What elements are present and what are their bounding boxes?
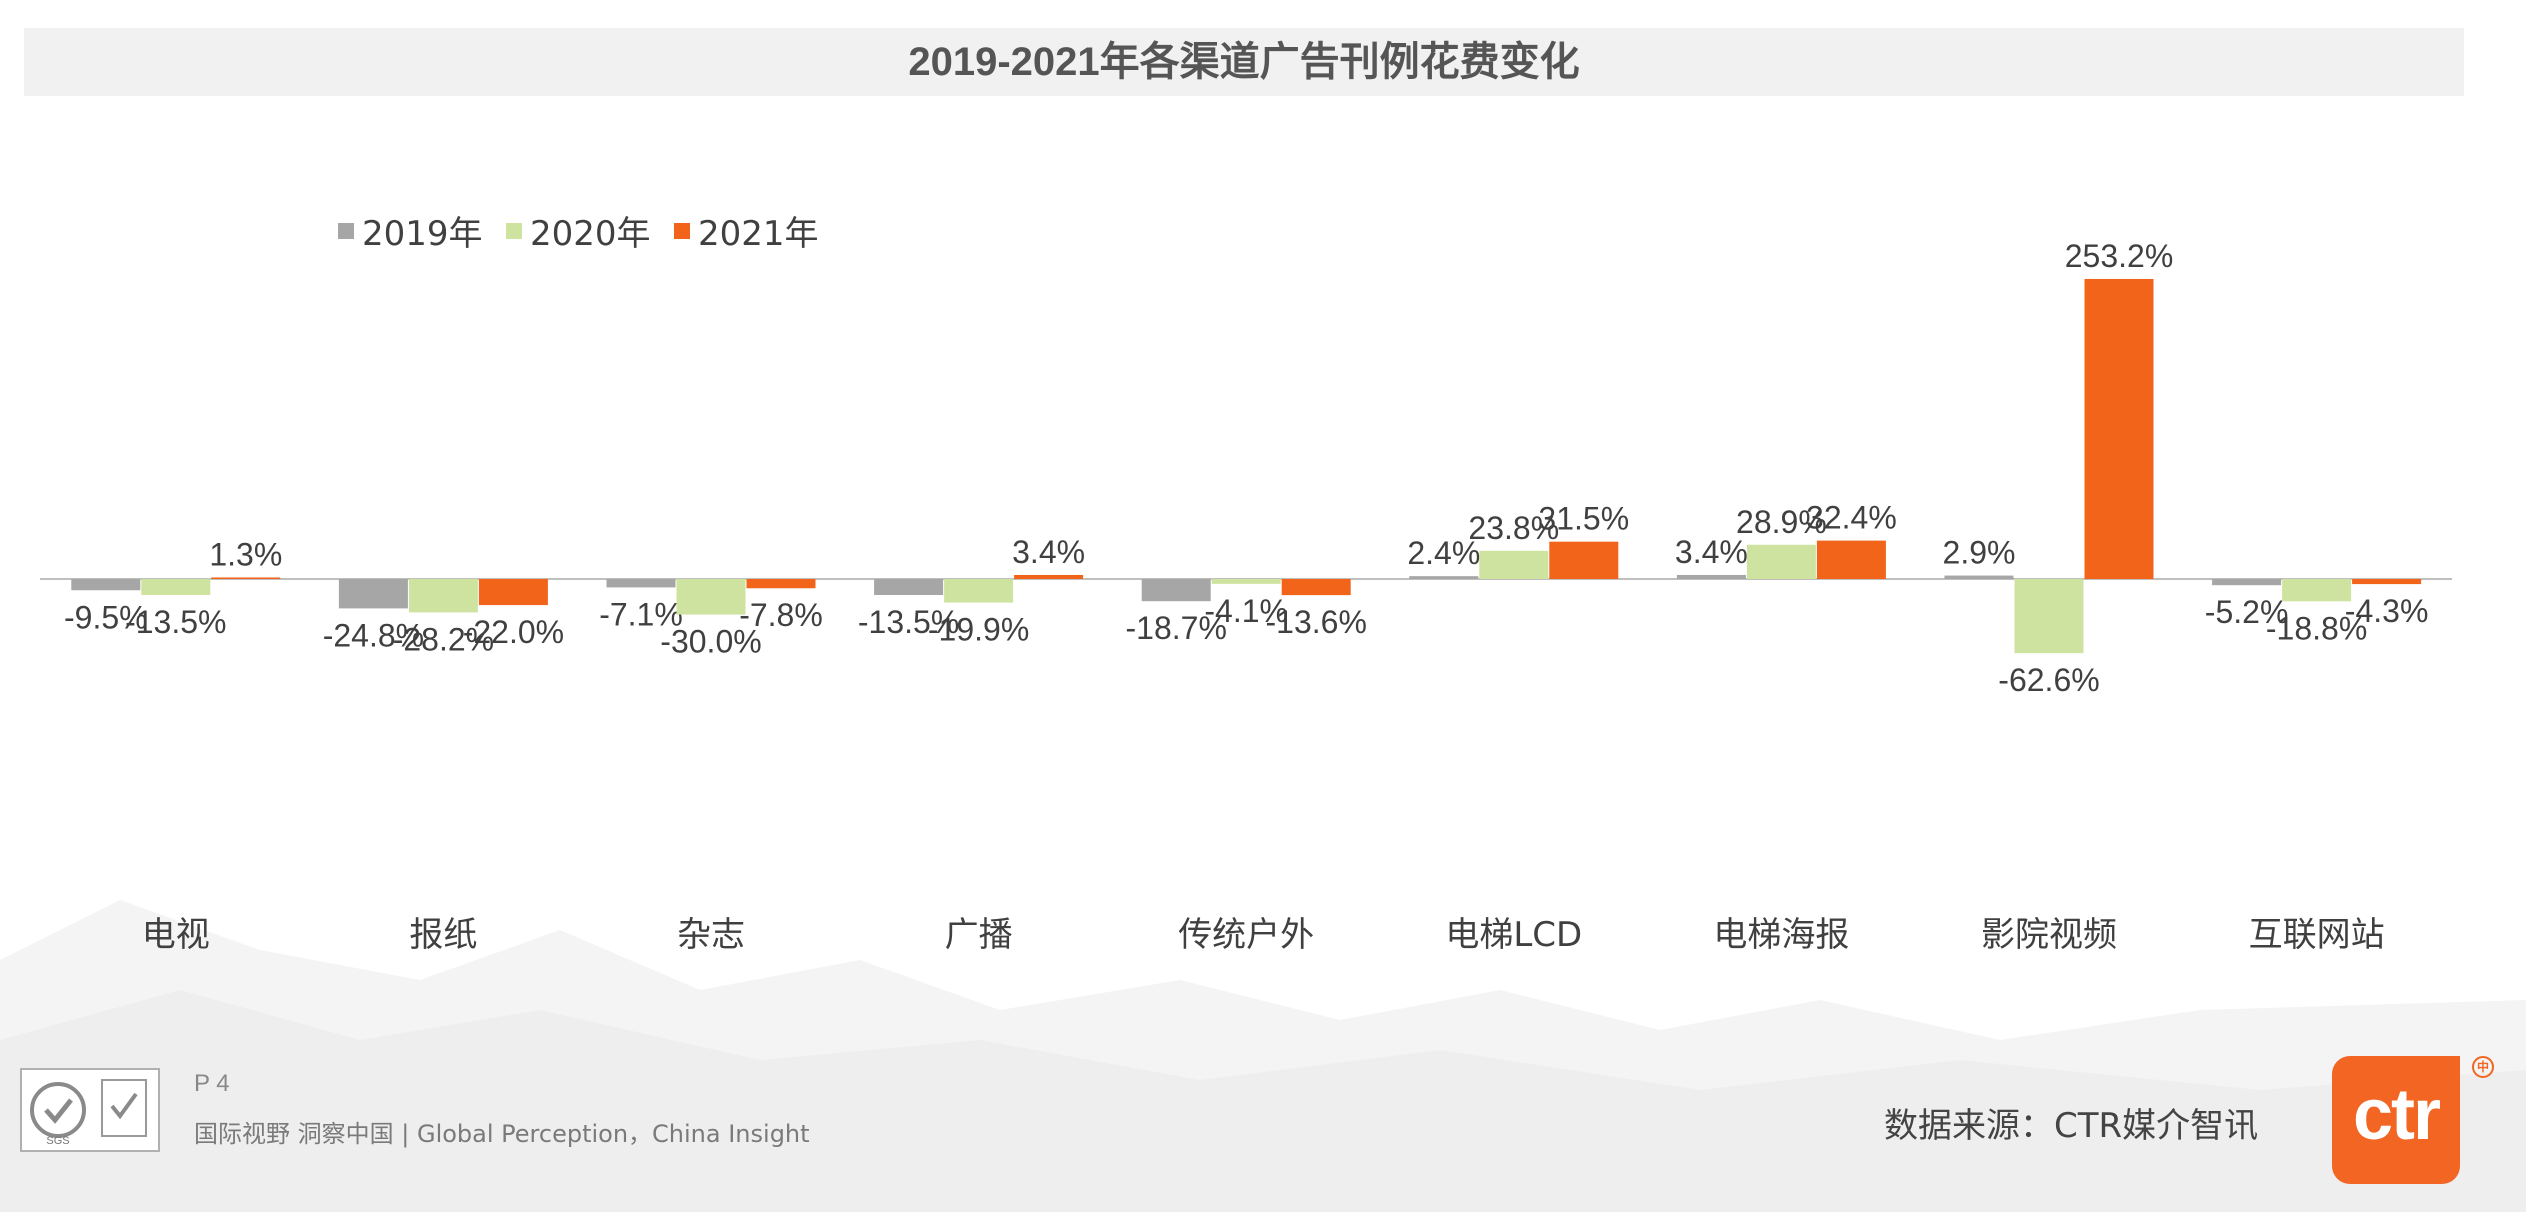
data-label: 31.5% [1538,501,1629,537]
certification-logo: SGS [20,1068,160,1152]
category-label: 电梯LCD [1445,915,1582,955]
bar-2-2 [676,579,746,615]
data-label: -24.8% [323,617,424,653]
bar-3-5 [1549,541,1619,579]
data-source: 数据来源：CTR媒介智讯 [1884,1106,2259,1146]
data-label: -9.5% [64,599,148,635]
title-band: 2019-2021年各渠道广告刊例花费变化 [24,28,2464,96]
bar-3-1 [478,579,548,606]
data-label: -18.8% [2266,610,2367,646]
bar-1-3 [874,579,944,595]
bar-1-1 [338,579,408,609]
legend-entry: 2021年 [698,214,819,254]
legend-swatch [338,223,354,239]
legend-entry: 2020年 [530,214,651,254]
data-label: 28.9% [1736,504,1827,540]
bar-3-6 [1816,540,1886,579]
data-label: -30.0% [660,624,761,660]
bar-1-8 [2212,579,2282,586]
bar-2-3 [944,579,1014,603]
ctr-logo: ctr [2332,1056,2460,1184]
category-label: 报纸 [409,915,477,955]
data-label: 3.4% [1675,534,1748,570]
data-label: -13.6% [1266,604,1367,640]
data-label: -7.1% [599,596,683,632]
category-label: 传统户外 [1178,915,1314,955]
legend-entry: 2019年 [362,214,483,254]
data-label: -22.0% [463,614,564,650]
bar-1-2 [606,579,676,588]
bar-2-7 [2014,579,2084,654]
data-label: -5.2% [2205,594,2289,630]
data-label: 3.4% [1012,534,1085,570]
bar-3-0 [211,577,281,579]
bar-1-7 [1944,575,2014,579]
legend-swatch [674,223,690,239]
data-label: 1.3% [209,536,282,572]
category-label: 电梯海报 [1713,915,1849,955]
chart-title: 2019-2021年各渠道广告刊例花费变化 [908,40,1580,84]
page-number: P 4 [194,1070,230,1097]
data-label: 2.9% [1943,535,2016,571]
data-label: -18.7% [1126,610,1227,646]
legend-swatch [506,223,522,239]
category-label: 广播 [945,915,1013,955]
bar-3-2 [746,579,816,589]
bar-1-5 [1409,576,1479,579]
data-label: 23.8% [1468,510,1559,546]
bar-1-0 [71,579,141,591]
data-label: -28.2% [393,621,494,657]
data-label: -4.3% [2345,593,2429,629]
bar-2-0 [141,579,211,595]
data-label: -62.6% [1998,662,2099,698]
footer-slogan: 国际视野 洞察中国 | Global Perception，China Insi… [194,1120,810,1148]
data-label: 253.2% [2065,238,2174,274]
category-label: 影院视频 [1981,915,2117,955]
data-label: -7.8% [739,597,823,633]
bar-2-8 [2282,579,2352,602]
data-label: -13.5% [858,604,959,640]
bar-chart: -9.5%-13.5%1.3%电视-24.8%-28.2%-22.0%报纸-7.… [40,214,2452,955]
ctr-logo-text: ctr [2352,1075,2441,1155]
bar-2-4 [1211,579,1281,584]
bar-3-8 [2352,579,2422,585]
bar-1-4 [1141,579,1211,602]
bar-3-3 [1014,574,1084,579]
category-label: 电视 [142,915,210,955]
category-label: 杂志 [677,915,745,955]
bar-2-6 [1746,544,1816,579]
data-label: 32.4% [1806,500,1897,536]
data-label: -4.1% [1204,593,1288,629]
bar-2-5 [1479,550,1549,579]
bar-2-1 [408,579,478,613]
registered-mark-icon: 中 [2472,1056,2494,1078]
cert-label: SGS [46,1135,69,1147]
bar-3-4 [1281,579,1351,596]
category-label: 互联网站 [2249,915,2385,955]
data-label: 2.4% [1407,535,1480,571]
bar-3-7 [2084,278,2154,579]
data-label: -19.9% [928,612,1029,648]
bar-1-6 [1676,574,1746,579]
data-label: -13.5% [125,604,226,640]
